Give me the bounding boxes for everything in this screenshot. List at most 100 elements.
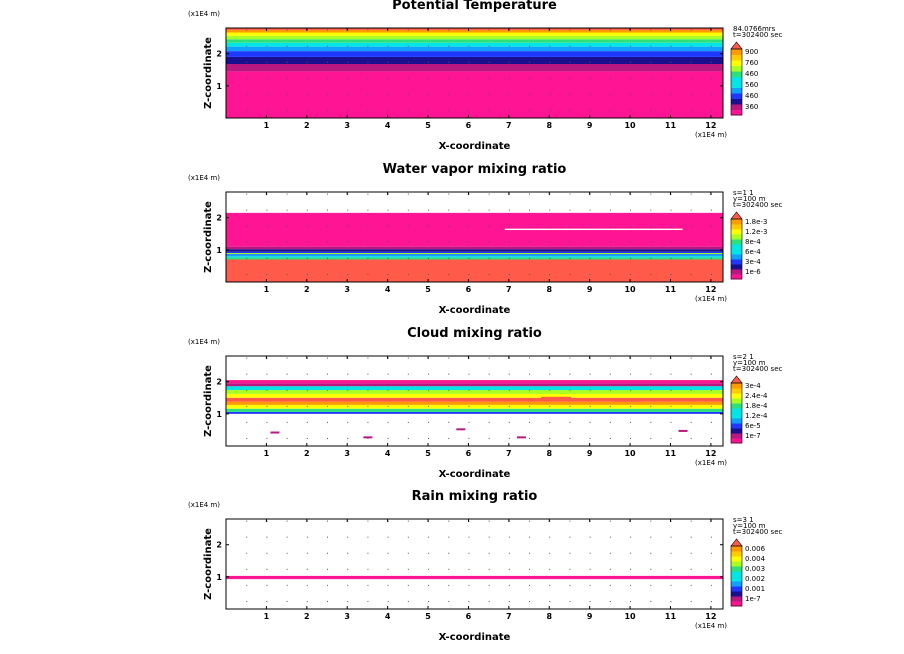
grid-dot: [488, 421, 490, 423]
colorbar-band: [731, 566, 742, 572]
grid-dot: [266, 568, 268, 570]
grid-dot: [508, 584, 510, 586]
grid-dot: [407, 405, 409, 407]
grid-dot: [387, 77, 389, 79]
z-tick-label: 1: [216, 82, 222, 91]
grid-dot: [609, 389, 611, 391]
grid-dot: [347, 536, 349, 538]
grid-dot: [407, 552, 409, 554]
x-tick-label: 5: [425, 449, 431, 458]
grid-dot: [286, 357, 288, 359]
grid-dot: [387, 257, 389, 259]
z-tick-label: 1: [216, 573, 222, 582]
grid-dot: [246, 357, 248, 359]
plot-frame: [225, 518, 724, 610]
x-tick-label: 4: [385, 449, 391, 458]
x-tick-label: 7: [506, 121, 512, 130]
grid-dot: [569, 45, 571, 47]
grid-dot: [529, 93, 531, 95]
grid-dot: [347, 225, 349, 227]
grid-dot: [609, 209, 611, 211]
colorbar-level-label: 8e-4: [745, 238, 761, 246]
info-line: y=100 m: [733, 195, 766, 203]
grid-dot: [670, 273, 672, 275]
grid-dot: [690, 225, 692, 227]
grid-dot: [246, 421, 248, 423]
grid-dot: [690, 77, 692, 79]
grid-dot: [468, 600, 470, 602]
grid-dot: [428, 241, 430, 243]
grid-dot: [630, 273, 632, 275]
grid-dot: [448, 209, 450, 211]
colorbar-level-label: 3e-4: [745, 382, 761, 390]
colorbar-level-label: 900: [745, 48, 758, 56]
grid-dot: [650, 257, 652, 259]
grid-dot: [407, 193, 409, 195]
contour-layer: [226, 28, 723, 30]
grid-dot: [387, 405, 389, 407]
grid-dot: [428, 373, 430, 375]
colorbar-band: [731, 274, 742, 280]
grid-dot: [569, 61, 571, 63]
grid-dot: [488, 93, 490, 95]
grid-dot: [266, 273, 268, 275]
cloud-patch: [395, 398, 426, 402]
info-line: y=100 m: [733, 522, 766, 530]
grid-dot: [266, 552, 268, 554]
grid-dot: [589, 61, 591, 63]
grid-dot: [508, 536, 510, 538]
colorbar: 3e-4 2.4e-4 1.8e-4 1.2e-4 6e-5 1e-7: [730, 375, 768, 444]
contour-layers: [226, 380, 723, 439]
grid-dot: [468, 552, 470, 554]
x-tick-label: 12: [705, 612, 716, 621]
grid-dot: [630, 373, 632, 375]
x-tick-label: 1: [264, 121, 270, 130]
grid-dot: [488, 520, 490, 522]
colorbar-level-label: 760: [745, 59, 758, 67]
x-axis-label: X-coordinate: [439, 305, 511, 316]
grid-dot: [246, 29, 248, 31]
grid-dot: [448, 93, 450, 95]
colorbar-band: [731, 76, 742, 83]
grid-dot: [609, 568, 611, 570]
colorbar-level-label: 1e-6: [745, 268, 761, 276]
grid-dot: [327, 61, 329, 63]
grid-dot: [630, 209, 632, 211]
colorbar-band: [731, 398, 742, 404]
contour-layer: [226, 32, 723, 36]
grid-dot: [690, 600, 692, 602]
grid-dot: [589, 241, 591, 243]
grid-dot: [367, 357, 369, 359]
info-line: t=302400 sec: [733, 201, 783, 209]
x-tick-label: 5: [425, 121, 431, 130]
grid-dot: [367, 389, 369, 391]
grid-dot: [246, 273, 248, 275]
grid-dot: [589, 536, 591, 538]
colorbar-band: [731, 418, 742, 424]
grid-dot: [428, 568, 430, 570]
grid-dot: [286, 225, 288, 227]
grid-dot: [609, 536, 611, 538]
grid-dot: [569, 193, 571, 195]
grid-dot: [650, 209, 652, 211]
x-tick-label: 6: [466, 612, 472, 621]
grid-dot: [508, 568, 510, 570]
x-tick-label: 10: [624, 285, 636, 294]
grid-dot: [569, 421, 571, 423]
grid-dot: [569, 520, 571, 522]
x-tick-label: 6: [466, 285, 472, 294]
x-tick-label: 9: [587, 121, 593, 130]
grid-dot: [387, 61, 389, 63]
grid-dot: [650, 77, 652, 79]
grid-dot: [589, 600, 591, 602]
x-tick-label: 1: [264, 612, 270, 621]
colorbar: 0.006 0.004 0.003 0.002 0.001 1e-7: [730, 538, 766, 607]
grid-dot: [650, 437, 652, 439]
grid-dot: [609, 109, 611, 111]
colorbar-band: [731, 576, 742, 582]
colorbar-level-label: 1.8e-4: [745, 402, 768, 410]
grid-dot: [670, 373, 672, 375]
grid-dot: [650, 373, 652, 375]
grid-dot: [508, 241, 510, 243]
grid-dot: [468, 77, 470, 79]
